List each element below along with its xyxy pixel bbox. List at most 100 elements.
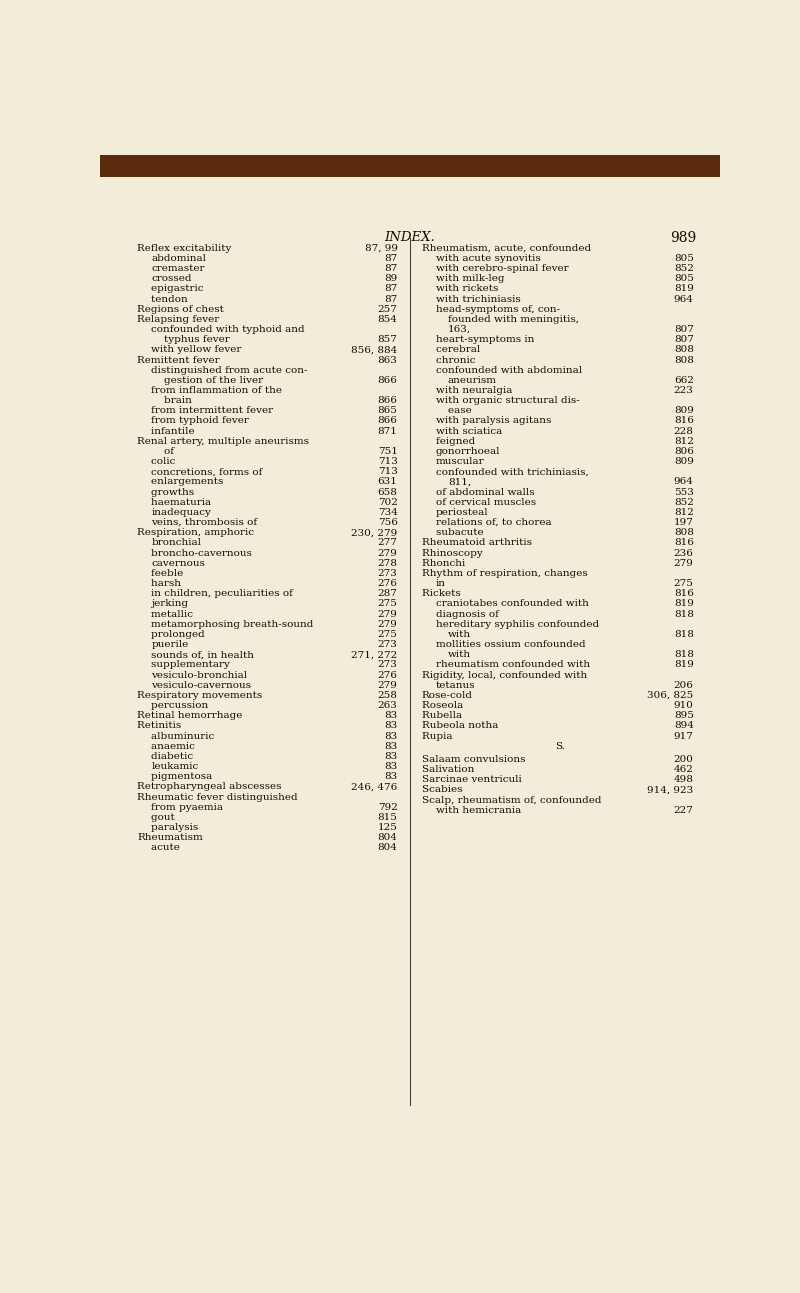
Text: bronchial: bronchial — [151, 538, 201, 547]
Text: with yellow fever: with yellow fever — [151, 345, 242, 354]
Text: 278: 278 — [378, 559, 398, 568]
Text: leukamic: leukamic — [151, 762, 198, 771]
Text: 856, 884: 856, 884 — [351, 345, 398, 354]
Text: confounded with abdominal: confounded with abdominal — [435, 366, 582, 375]
Text: Rose-cold: Rose-cold — [422, 690, 473, 700]
Text: pigmentosa: pigmentosa — [151, 772, 216, 781]
Text: Rheumatism, acute, confounded: Rheumatism, acute, confounded — [422, 243, 590, 252]
Text: 816: 816 — [674, 416, 694, 425]
Text: 498: 498 — [674, 776, 694, 785]
Text: Salivation: Salivation — [422, 765, 478, 775]
Text: gout: gout — [151, 813, 178, 822]
Text: ease: ease — [448, 406, 475, 415]
Text: mollities ossium confounded: mollities ossium confounded — [435, 640, 586, 649]
Text: 197: 197 — [674, 518, 694, 528]
Text: 257: 257 — [378, 305, 398, 314]
Text: 87: 87 — [384, 284, 398, 294]
Text: 806: 806 — [674, 447, 694, 456]
Text: 854: 854 — [378, 315, 398, 323]
Text: 223: 223 — [674, 387, 694, 394]
Text: subacute: subacute — [435, 529, 486, 538]
Text: 271, 272: 271, 272 — [351, 650, 398, 659]
Text: Rickets: Rickets — [422, 590, 464, 599]
Text: with: with — [448, 630, 471, 639]
Text: 200: 200 — [674, 755, 694, 764]
Text: with trichiniasis: with trichiniasis — [435, 295, 520, 304]
Text: colic: colic — [151, 458, 178, 467]
Text: 964: 964 — [674, 477, 694, 486]
Text: 87: 87 — [384, 253, 398, 262]
Text: Respiratory movements: Respiratory movements — [138, 690, 262, 700]
Text: 866: 866 — [378, 376, 398, 385]
Text: from pyaemia: from pyaemia — [151, 803, 226, 812]
Text: hereditary syphilis confounded: hereditary syphilis confounded — [435, 619, 598, 628]
Text: 662: 662 — [674, 376, 694, 385]
Text: 804: 804 — [378, 833, 398, 842]
Text: Retinitis: Retinitis — [138, 721, 185, 731]
Text: 894: 894 — [674, 721, 694, 731]
Text: Retropharyngeal abscesses: Retropharyngeal abscesses — [138, 782, 282, 791]
Text: Rubella: Rubella — [422, 711, 465, 720]
Text: 805: 805 — [674, 274, 694, 283]
Text: head-symptoms of, con-: head-symptoms of, con- — [435, 305, 560, 314]
Text: concretions, forms of: concretions, forms of — [151, 467, 262, 476]
Text: Reflex excitability: Reflex excitability — [138, 243, 231, 252]
Text: harsh: harsh — [151, 579, 184, 588]
Text: 713: 713 — [378, 458, 398, 467]
Text: 863: 863 — [378, 356, 398, 365]
Text: 227: 227 — [674, 806, 694, 815]
Text: 910: 910 — [674, 701, 694, 710]
Text: Rheumatism: Rheumatism — [138, 833, 203, 842]
Text: sounds of, in health: sounds of, in health — [151, 650, 254, 659]
Text: 811,: 811, — [448, 477, 471, 486]
Text: jerking: jerking — [151, 600, 188, 609]
Text: Retinal hemorrhage: Retinal hemorrhage — [138, 711, 242, 720]
Text: 865: 865 — [378, 406, 398, 415]
Text: 871: 871 — [378, 427, 398, 436]
Text: Respiration, amphoric: Respiration, amphoric — [138, 529, 258, 538]
Text: Renal artery, multiple aneurisms: Renal artery, multiple aneurisms — [138, 437, 309, 446]
Text: gonorrhoeal: gonorrhoeal — [435, 447, 500, 456]
Text: 819: 819 — [674, 661, 694, 670]
Text: 816: 816 — [674, 590, 694, 599]
Text: Rhonchi: Rhonchi — [422, 559, 468, 568]
Text: 816: 816 — [674, 538, 694, 547]
Text: 808: 808 — [674, 529, 694, 538]
Text: diabetic: diabetic — [151, 753, 197, 760]
Text: anaemic: anaemic — [151, 742, 198, 751]
Text: 163,: 163, — [448, 325, 471, 334]
Text: 809: 809 — [674, 406, 694, 415]
Text: Scalp, rheumatism of, confounded: Scalp, rheumatism of, confounded — [422, 795, 601, 804]
Bar — [100, 155, 720, 177]
Text: with: with — [448, 650, 471, 659]
Text: craniotabes confounded with: craniotabes confounded with — [435, 600, 589, 609]
Text: epigastric: epigastric — [151, 284, 207, 294]
Text: 279: 279 — [378, 680, 398, 689]
Text: Rupia: Rupia — [422, 732, 455, 741]
Text: 83: 83 — [384, 711, 398, 720]
Text: diagnosis of: diagnosis of — [435, 609, 502, 618]
Text: 866: 866 — [378, 416, 398, 425]
Text: with acute synovitis: with acute synovitis — [435, 253, 540, 262]
Text: 658: 658 — [378, 487, 398, 497]
Text: metamorphosing breath-sound: metamorphosing breath-sound — [151, 619, 314, 628]
Text: 809: 809 — [674, 458, 694, 467]
Text: feigned: feigned — [435, 437, 478, 446]
Text: 812: 812 — [674, 508, 694, 517]
Text: feeble: feeble — [151, 569, 186, 578]
Text: of cervical muscles: of cervical muscles — [435, 498, 536, 507]
Text: 818: 818 — [674, 630, 694, 639]
Text: Regions of chest: Regions of chest — [138, 305, 224, 314]
Text: Rheumatoid arthritis: Rheumatoid arthritis — [422, 538, 532, 547]
Text: with rickets: with rickets — [435, 284, 498, 294]
Text: 804: 804 — [378, 843, 398, 852]
Text: albuminuric: albuminuric — [151, 732, 218, 741]
Text: cavernous: cavernous — [151, 559, 205, 568]
Text: infantile: infantile — [151, 427, 198, 436]
Text: acute: acute — [151, 843, 183, 852]
Text: cremaster: cremaster — [151, 264, 205, 273]
Text: 273: 273 — [378, 640, 398, 649]
Text: Rhinoscopy: Rhinoscopy — [422, 548, 486, 557]
Text: Rubeola notha: Rubeola notha — [422, 721, 502, 731]
Text: 279: 279 — [378, 548, 398, 557]
